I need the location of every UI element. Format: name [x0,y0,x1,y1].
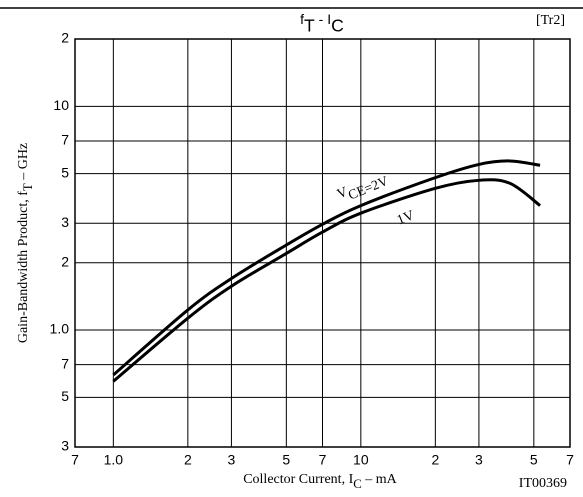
x-axis-label: Collector Current, IC – mA [243,472,397,491]
x-tick-label: 2 [184,452,192,468]
y-tick-label: 3 [61,214,69,230]
y-tick-label: 10 [53,97,69,113]
x-tick-label: 3 [475,452,483,468]
y-tick-label: 5 [61,164,69,180]
x-tick-label: 7 [71,452,79,468]
x-tick-label: 5 [282,452,290,468]
series-line [112,178,542,383]
series-label: 1V [395,208,416,228]
x-tick-label: 5 [530,452,538,468]
y-tick-label: 3 [61,438,69,454]
y-tick-label: 1.0 [50,321,70,337]
text-part: T [304,15,315,35]
text-part: Collector Current, I [243,472,353,487]
y-tick-label: 2 [61,253,69,269]
x-tick-label: 10 [353,452,369,468]
tag: [Tr2] [536,13,565,28]
text-part: - [315,11,327,27]
text-part: – mA [362,472,398,487]
x-tick-label: 7 [319,452,327,468]
text-part: I [327,11,331,27]
text-part: CE=2V [346,173,390,203]
text-part: Gain-Bandwidth Product, f [16,191,31,343]
text-part: f [300,11,304,27]
y-tick-label: 2 [61,30,69,46]
y-tick-label: 7 [61,355,69,371]
code: IT00369 [519,476,567,491]
x-tick-label: 1.0 [104,452,124,468]
chart-title: fT - IC [300,11,344,36]
text-part: C [331,15,344,35]
series-label: VCE=2V [335,169,390,206]
x-tick-label: 2 [431,452,439,468]
x-tick-label: 3 [228,452,236,468]
text-part: 1V [395,208,416,228]
y-axis-label: Gain-Bandwidth Product, fT – GHz [16,143,35,343]
series-line [112,159,541,377]
x-tick-label: 7 [566,452,574,468]
y-tick-label: 7 [61,132,69,148]
text-part: C [353,477,362,491]
text-part: – GHz [16,143,31,183]
y-tick-label: 5 [61,388,69,404]
text-part: T [21,183,35,191]
